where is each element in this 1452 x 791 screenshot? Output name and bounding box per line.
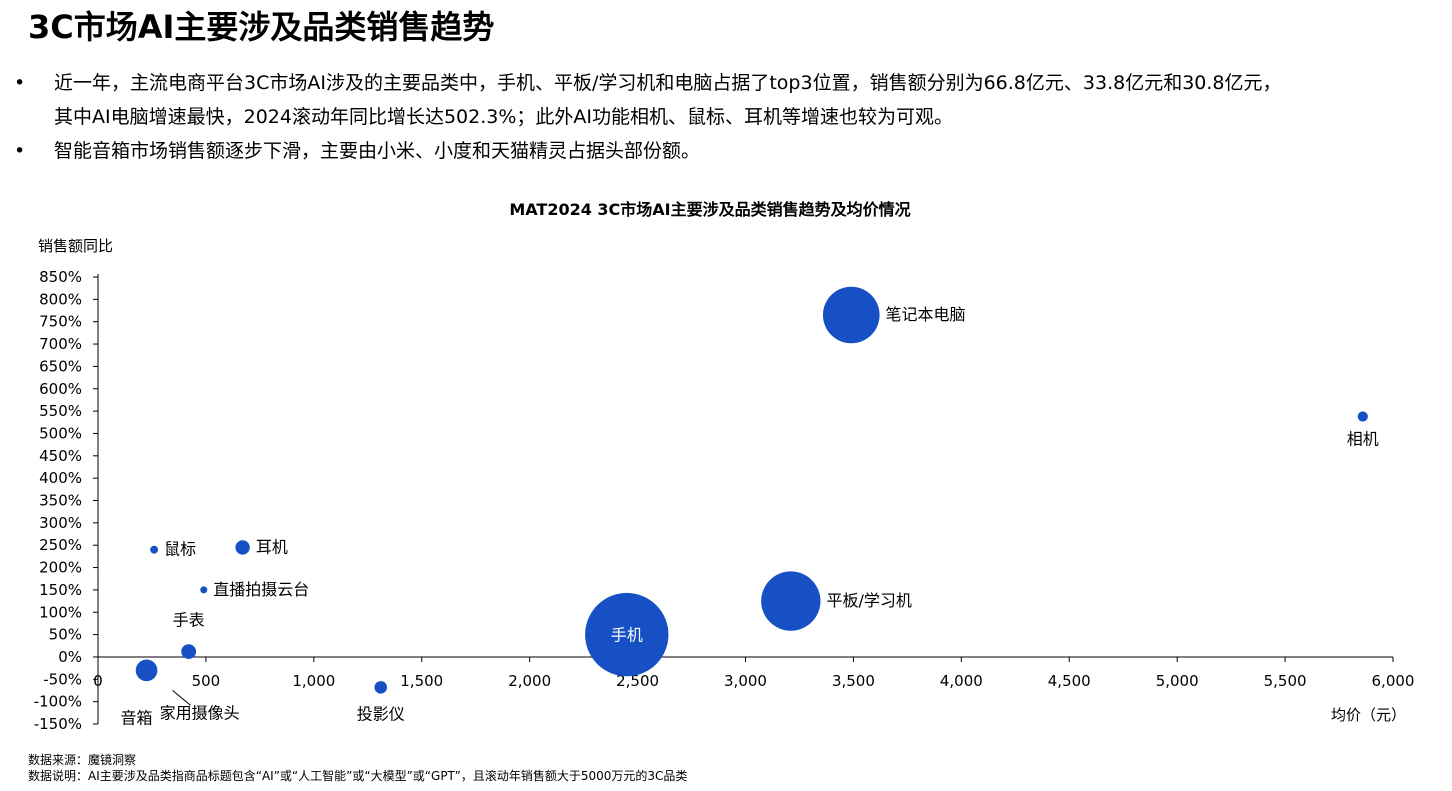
bubble-手机 <box>585 592 669 677</box>
x-tick-label: 6,000 <box>1372 672 1415 690</box>
data-label-家用摄像头: 家用摄像头 <box>160 703 240 722</box>
x-tick-label: 1,000 <box>292 672 335 690</box>
bubble-手表 <box>181 644 197 659</box>
page-title: 3C市场AI主要涉及品类销售趋势 <box>28 8 495 46</box>
data-label-相机: 相机 <box>1347 429 1379 448</box>
y-tick-label: 650% <box>39 357 82 375</box>
x-axis-label: 均价（元） <box>1331 706 1406 724</box>
bullet-line: 近一年，主流电商平台3C市场AI涉及的主要品类中，手机、平板/学习机和电脑占据了… <box>54 72 1282 94</box>
y-tick-label: 100% <box>39 603 82 621</box>
data-source: 数据来源：魔镜洞察 <box>28 753 137 767</box>
bubble-鼠标 <box>150 545 159 554</box>
bullet-line: 其中AI电脑增速最快，2024滚动年同比增长达502.3%；此外AI功能相机、鼠… <box>54 106 954 128</box>
bullet-line: 智能音箱市场销售额逐步下滑，主要由小米、小度和天猫精灵占据头部份额。 <box>54 140 701 162</box>
y-tick-label: 300% <box>39 514 82 532</box>
y-tick-label: 600% <box>39 380 82 398</box>
y-tick-label: 750% <box>39 313 82 331</box>
data-label-手机: 手机 <box>611 626 643 645</box>
bubble-音箱 <box>135 659 158 682</box>
summary-bullets: • 近一年，主流电商平台3C市场AI涉及的主要品类中，手机、平板/学习机和电脑占… <box>14 66 1444 168</box>
x-tick-label: 500 <box>192 672 221 690</box>
y-tick-label: 500% <box>39 424 82 442</box>
data-label-耳机: 耳机 <box>256 537 288 556</box>
y-tick-label: 700% <box>39 335 82 353</box>
bullet-item: • 近一年，主流电商平台3C市场AI涉及的主要品类中，手机、平板/学习机和电脑占… <box>14 66 1444 134</box>
y-tick-label: -100% <box>34 693 82 711</box>
x-tick-label: 3,000 <box>724 672 767 690</box>
data-label-手表: 手表 <box>173 611 205 630</box>
x-tick-label: 2,500 <box>616 672 659 690</box>
bubble-平板/学习机 <box>761 571 821 631</box>
y-tick-label: 550% <box>39 402 82 420</box>
data-label-直播拍摄云台: 直播拍摄云台 <box>213 580 309 599</box>
x-tick-label: 5,000 <box>1156 672 1199 690</box>
x-tick-label: 4,500 <box>1048 672 1091 690</box>
y-tick-label: 350% <box>39 492 82 510</box>
y-tick-label: 200% <box>39 559 82 577</box>
data-label-鼠标: 鼠标 <box>164 540 196 559</box>
y-tick-label: 150% <box>39 581 82 599</box>
x-tick-label: 4,000 <box>940 672 983 690</box>
bullet-marker: • <box>14 140 26 162</box>
bullet-item: • 智能音箱市场销售额逐步下滑，主要由小米、小度和天猫精灵占据头部份额。 <box>14 134 1444 168</box>
data-label-笔记本电脑: 笔记本电脑 <box>886 305 966 324</box>
leader-line <box>172 689 191 706</box>
y-axis-label: 销售额同比 <box>38 237 113 255</box>
x-tick-label: 2,000 <box>508 672 551 690</box>
x-tick-label: 5,500 <box>1264 672 1307 690</box>
y-tick-label: -150% <box>34 715 82 733</box>
bubble-耳机 <box>235 540 250 555</box>
bubble-投影仪 <box>374 681 387 694</box>
bullet-marker: • <box>14 72 26 94</box>
data-label-投影仪: 投影仪 <box>357 704 405 723</box>
data-label-音箱: 音箱 <box>121 708 153 727</box>
bubble-相机 <box>1357 411 1368 422</box>
y-tick-label: 0% <box>58 648 82 666</box>
data-label-平板/学习机: 平板/学习机 <box>826 591 911 610</box>
y-tick-label: 800% <box>39 290 82 308</box>
bubble-直播拍摄云台 <box>200 586 208 594</box>
x-tick-label: 0 <box>93 672 103 690</box>
y-tick-label: 400% <box>39 469 82 487</box>
data-note: 数据说明：AI主要涉及品类指商品标题包含“AI”或“人工智能”或“大模型”或“G… <box>28 769 688 783</box>
y-tick-label: 850% <box>39 268 82 286</box>
footer: 数据来源：魔镜洞察 数据说明：AI主要涉及品类指商品标题包含“AI”或“人工智能… <box>28 752 687 784</box>
y-tick-label: 450% <box>39 447 82 465</box>
y-tick-label: -50% <box>43 670 82 688</box>
chart-title: MAT2024 3C市场AI主要涉及品类销售趋势及均价情况 <box>509 200 911 219</box>
y-tick-label: 50% <box>49 626 82 644</box>
x-tick-label: 1,500 <box>400 672 443 690</box>
y-tick-label: 250% <box>39 536 82 554</box>
x-tick-label: 3,500 <box>832 672 875 690</box>
bubble-笔记本电脑 <box>822 286 880 344</box>
